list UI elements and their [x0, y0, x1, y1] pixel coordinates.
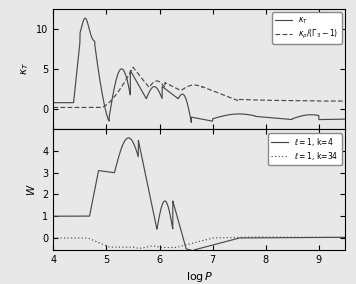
- Legend: $\kappa_T$, $\kappa_\rho/(\Gamma_3 - 1)$: $\kappa_T$, $\kappa_\rho/(\Gamma_3 - 1)$: [272, 12, 341, 44]
- Y-axis label: $\kappa_T$: $\kappa_T$: [19, 62, 31, 75]
- Y-axis label: $W$: $W$: [25, 183, 37, 196]
- Legend: $\ell=1$, k=4, $\ell=1$, k=34: $\ell=1$, k=4, $\ell=1$, k=34: [268, 133, 341, 165]
- X-axis label: $\log P$: $\log P$: [185, 270, 213, 284]
